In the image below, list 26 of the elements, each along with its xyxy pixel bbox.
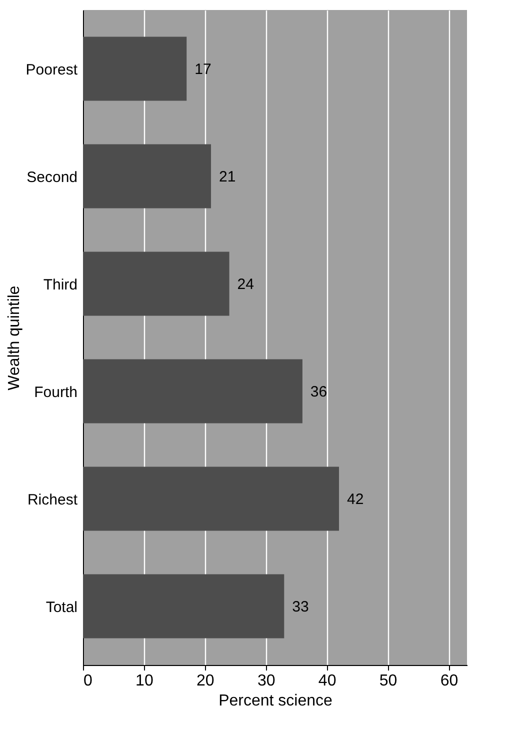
y-tick-label: Total [46,598,78,616]
data-label: 24 [237,276,254,293]
bar [83,252,230,316]
y-tick-label: Richest [27,491,78,508]
bar [83,36,187,101]
x-tick-label: 40 [318,672,336,690]
data-label: 21 [219,168,236,186]
y-tick-label: Third [43,276,78,294]
x-tick-label: 60 [440,672,458,690]
x-tick-label: 20 [196,672,214,690]
bar [83,574,284,638]
x-tick-label: 50 [379,672,398,690]
y-tick-label: Poorest [26,61,78,78]
bar [83,359,302,424]
x-tick-label: 10 [136,672,154,690]
x-axis-title: Percent science [218,692,333,710]
data-label: 42 [347,490,364,508]
data-label: 33 [292,598,309,616]
data-label: 36 [310,383,328,400]
x-tick-label: 30 [257,672,276,690]
y-axis-title: Wealth quintile [6,286,23,390]
x-tick-label: 0 [84,672,92,690]
bar [83,466,339,531]
y-tick-label: Second [26,168,78,186]
y-tick-label: Fourth [34,384,78,401]
bar [83,144,211,208]
